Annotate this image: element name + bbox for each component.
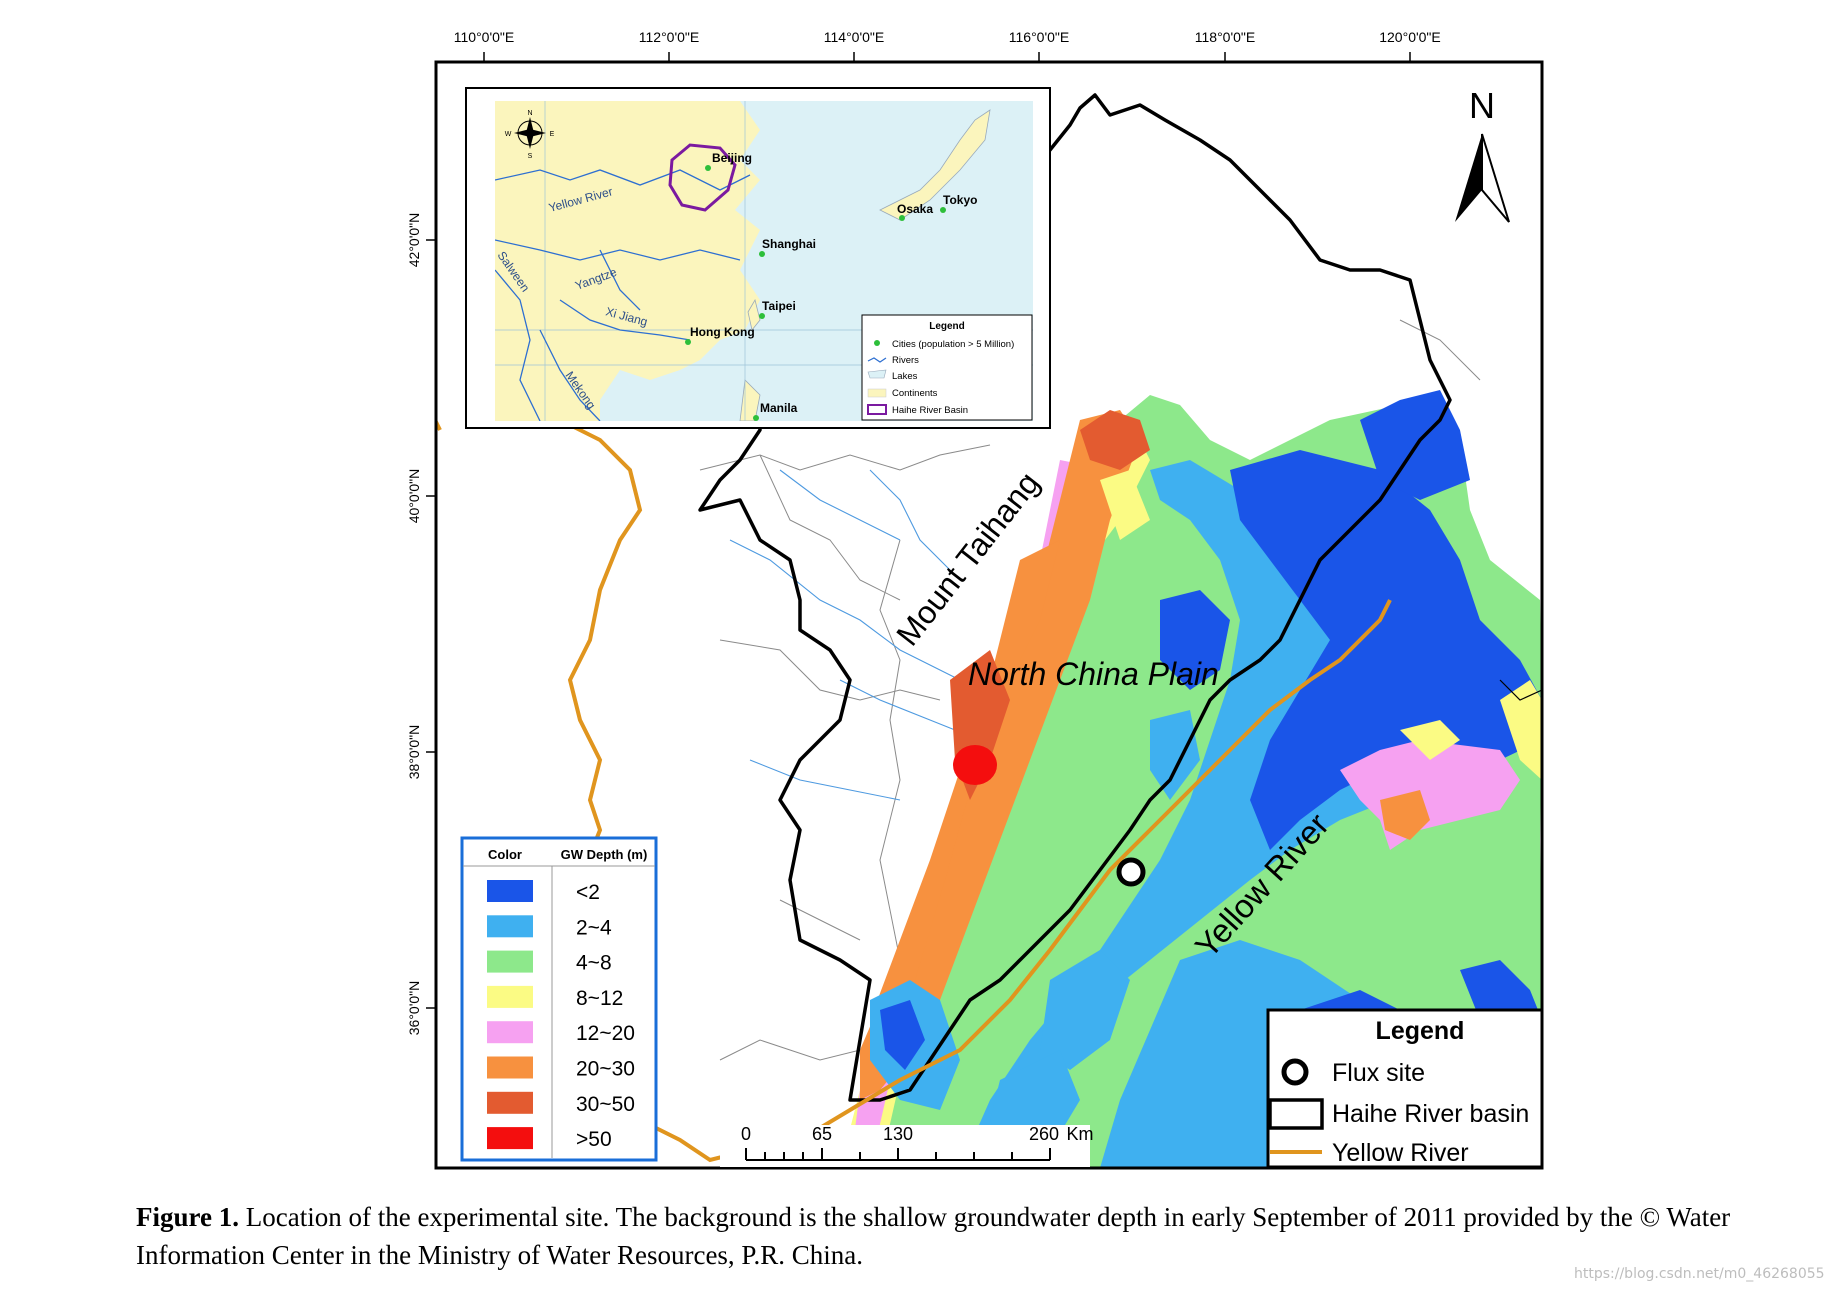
gw-legend-header-depth: GW Depth (m) (561, 847, 648, 862)
gw-legend-swatch (487, 1091, 533, 1114)
inset-city-label: Manila (760, 401, 798, 415)
gw-depth-legend: Color GW Depth (m) <2 2~4 4~8 8~12 12~20 20~3… (460, 836, 658, 1162)
inset-city-label: Beijing (712, 151, 752, 165)
top-tick: 118°0'0"E (1195, 29, 1255, 45)
gw-legend-swatch (487, 950, 533, 973)
top-tick: 112°0'0"E (639, 29, 699, 45)
left-tick: 36°0'0"N (406, 981, 422, 1036)
gw-legend-label: 30~50 (576, 1093, 635, 1116)
gw-legend-swatch (487, 1021, 533, 1044)
figure-caption: Figure 1. Location of the experimental s… (136, 1198, 1816, 1274)
left-tick: 42°0'0"N (406, 213, 422, 268)
inset-legend-item: Continents (892, 388, 938, 399)
scale-tick-label: 260 (1029, 1124, 1059, 1144)
compass-n: N (527, 110, 532, 117)
inset-legend-item: Lakes (892, 371, 918, 382)
inset-legend-item: Rivers (892, 355, 919, 366)
gw-legend-swatch (487, 1127, 533, 1150)
compass-e: E (550, 131, 555, 138)
gw-legend-label: >50 (576, 1128, 612, 1151)
inset-legend-item: Haihe River Basin (892, 405, 968, 416)
scale-tick-label: 65 (812, 1124, 832, 1144)
inset-compass-icon: N S W E (505, 110, 555, 160)
inset-city-label: Osaka (897, 202, 933, 216)
inset-city-label: Tokyo (943, 193, 977, 207)
scale-tick-label: 130 (883, 1124, 913, 1144)
main-legend-item: Haihe River basin (1332, 1100, 1529, 1128)
scale-unit: Km (1067, 1124, 1094, 1144)
gw-legend-rows: <2 2~4 4~8 8~12 12~20 20~30 30~50 >50 (487, 880, 635, 1151)
flux-site-marker (1116, 857, 1146, 887)
inset-city-label: Hong Kong (690, 325, 755, 339)
map-frame (434, 60, 1544, 1170)
gw-legend-label: 12~20 (576, 1022, 635, 1045)
gw-legend-swatch (487, 1056, 533, 1079)
main-legend: Legend Flux site Haihe River basin Yello… (1266, 1008, 1544, 1169)
inset-legend-title: Legend (929, 321, 965, 332)
inset-map: Beijing Shanghai Taipei Hong Kong Manila… (465, 87, 1051, 429)
gw-legend-label: 4~8 (576, 952, 612, 975)
north-arrow: N (1455, 85, 1510, 223)
caption-label: Figure 1. (136, 1202, 239, 1232)
compass-w: W (505, 131, 512, 138)
top-tick: 120°0'0"E (1379, 29, 1441, 45)
top-tick: 116°0'0"E (1009, 29, 1069, 45)
main-legend-item: Flux site (1332, 1059, 1425, 1087)
top-axis: 110°0'0"E 112°0'0"E 114°0'0"E 116°0'0"E … (454, 29, 1441, 45)
top-tick: 114°0'0"E (824, 29, 884, 45)
gw-legend-swatch (487, 915, 533, 938)
gw-legend-swatch (487, 880, 533, 902)
compass-s: S (528, 153, 533, 160)
scale-tick-label: 0 (741, 1124, 751, 1144)
gw-legend-label: <2 (576, 881, 600, 904)
gw-legend-swatch (487, 985, 533, 1008)
gw-legend-header-color: Color (488, 847, 522, 862)
gw-legend-label: 8~12 (576, 987, 623, 1010)
main-legend-title: Legend (1376, 1017, 1465, 1045)
inset-legend: Legend Cities (population > 5 Million) R… (861, 314, 1033, 421)
north-arrow-letter: N (1469, 85, 1495, 126)
inset-city-label: Shanghai (762, 237, 816, 251)
inset-legend-item: Cities (population > 5 Million) (892, 339, 1014, 350)
main-legend-item: Yellow River (1332, 1139, 1469, 1167)
caption-text: Location of the experimental site. The b… (136, 1202, 1731, 1270)
left-tick: 40°0'0"N (406, 469, 422, 524)
gw-legend-label: 20~30 (576, 1058, 635, 1081)
scale-bar: 0 65 130 260 Km (720, 1124, 1094, 1167)
basin-legend-icon (1268, 1098, 1324, 1130)
gw-legend-label: 2~4 (576, 916, 612, 939)
inset-city-label: Taipei (762, 299, 796, 313)
north-china-plain-label: North China Plain (968, 656, 1219, 692)
left-tick: 38°0'0"N (406, 725, 422, 780)
top-tick: 110°0'0"E (454, 29, 514, 45)
yellow-river-line (559, 418, 1392, 1163)
left-axis: 42°0'0"N 40°0'0"N 38°0'0"N 36°0'0"N (406, 213, 422, 1036)
watermark: https://blog.csdn.net/m0_46268055 (1574, 1266, 1825, 1282)
flux-site-legend-icon (1281, 1058, 1309, 1086)
